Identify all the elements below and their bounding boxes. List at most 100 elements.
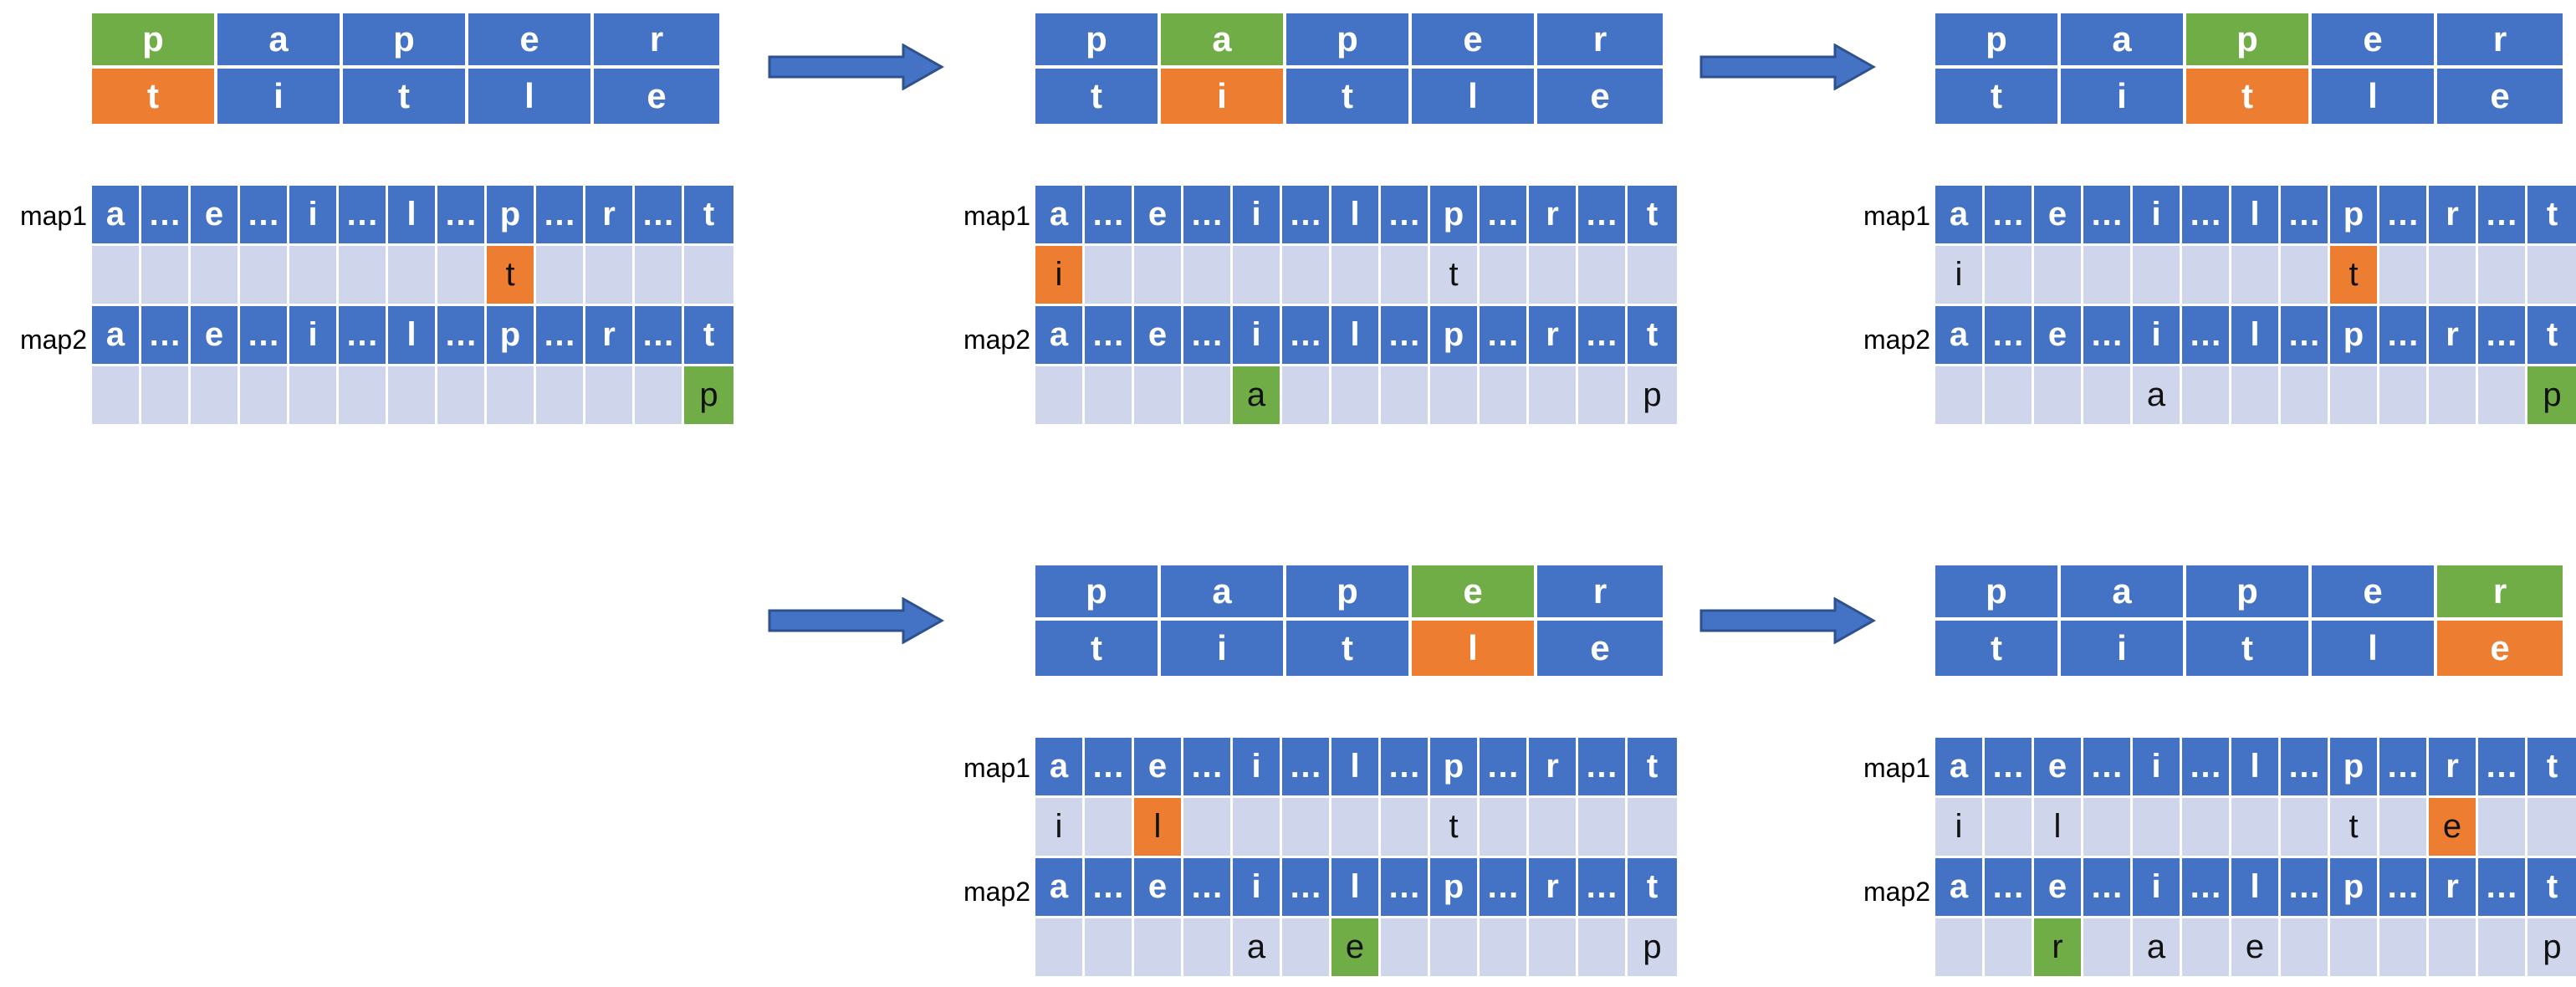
map1-keys: a … e … i … l … p … r … t	[1035, 186, 1677, 246]
map2-value	[1578, 918, 1628, 979]
word-pair: p a p e r t i t l e	[92, 13, 719, 124]
map2-value	[2478, 366, 2527, 427]
map2-key: …	[240, 306, 289, 366]
map1-key: …	[1381, 738, 1430, 798]
map1-value	[1134, 246, 1183, 306]
map1-value	[437, 246, 487, 306]
map1-key: …	[2281, 186, 2330, 246]
map2-key: l	[1331, 858, 1381, 918]
map1-values: i l t e	[1935, 798, 2576, 858]
word1-cell: e	[2312, 565, 2437, 621]
map1-value	[2281, 798, 2330, 858]
word2-cell: i	[217, 69, 343, 124]
map2-value: r	[2034, 918, 2083, 979]
word1-cell: p	[2186, 13, 2312, 69]
word2-row: t i t l e	[1035, 621, 1663, 676]
map1-key: r	[2429, 738, 2478, 798]
map1-key: a	[1035, 186, 1085, 246]
map1-value	[2478, 246, 2527, 306]
map1-value	[1628, 798, 1677, 858]
right-arrow-icon	[768, 597, 945, 644]
map1-key: i	[289, 186, 339, 246]
map1-key: …	[1183, 186, 1233, 246]
word1-cell: e	[1412, 565, 1537, 621]
map2-label: map2	[19, 325, 87, 355]
map1-value	[1085, 246, 1134, 306]
map2-value	[2231, 366, 2281, 427]
map1-value	[1578, 798, 1628, 858]
word2-cell: t	[1935, 69, 2061, 124]
map2-key: …	[339, 306, 388, 366]
map2-key: e	[1134, 858, 1183, 918]
map1-key: i	[1233, 186, 1282, 246]
word1-cell: a	[217, 13, 343, 69]
map2-value	[2429, 918, 2478, 979]
map1-value: t	[487, 246, 536, 306]
map2-key: i	[289, 306, 339, 366]
map2-value	[1331, 366, 1381, 427]
maps: map1 map2 a … e … i … l … p … r … t i t	[963, 186, 1677, 427]
map2-value	[141, 366, 191, 427]
map1-key: …	[141, 186, 191, 246]
map1-value	[191, 246, 240, 306]
word2-cell: i	[1161, 69, 1286, 124]
word2-cell: l	[1412, 621, 1537, 676]
map2-value	[1430, 366, 1480, 427]
map2-key: …	[2478, 306, 2527, 366]
maps: map1 map2 a … e … i … l … p … r … t i l …	[963, 738, 1677, 979]
map1-key: l	[1331, 738, 1381, 798]
map1-key: …	[2478, 186, 2527, 246]
map1-value: i	[1035, 798, 1085, 858]
map2-value	[2478, 918, 2527, 979]
map2-value: p	[2527, 918, 2576, 979]
map2-value	[635, 366, 684, 427]
map1-key: e	[1134, 738, 1183, 798]
map2-key: i	[2133, 306, 2182, 366]
map2-value	[1480, 366, 1529, 427]
map2-key: a	[92, 306, 141, 366]
map1-value	[1183, 798, 1233, 858]
word1-cell: r	[2437, 565, 2563, 621]
word1-cell: r	[594, 13, 719, 69]
map1-key: t	[2527, 738, 2576, 798]
word2-row: t i t l e	[92, 69, 719, 124]
map2-key: a	[1035, 858, 1085, 918]
map1-values: i t	[1035, 246, 1677, 306]
map2-value: a	[1233, 366, 1282, 427]
map1-value	[1282, 798, 1331, 858]
word1-cell: p	[92, 13, 217, 69]
map2-key: …	[2182, 306, 2231, 366]
map1-value	[1331, 798, 1381, 858]
map2-value	[1282, 366, 1331, 427]
word-pair: p a p e r t i t l e	[1035, 13, 1663, 124]
map1-key: …	[1085, 186, 1134, 246]
map2-key: …	[1381, 858, 1430, 918]
map2-value	[1578, 366, 1628, 427]
map1-label: map1	[963, 201, 1030, 231]
word1-row: p a p e r	[1035, 565, 1663, 621]
word2-cell: l	[2312, 621, 2437, 676]
map1-key: t	[1628, 186, 1677, 246]
map2-key: …	[1381, 306, 1430, 366]
map1-key: i	[2133, 186, 2182, 246]
map1-key: p	[487, 186, 536, 246]
word1-cell: p	[2186, 565, 2312, 621]
map2-value	[1529, 366, 1578, 427]
map2-values: p	[92, 366, 733, 427]
map2-key: i	[1233, 858, 1282, 918]
map2-value	[2379, 366, 2429, 427]
word1-cell: p	[1286, 565, 1412, 621]
map1-key: …	[536, 186, 585, 246]
map2-key: …	[1183, 858, 1233, 918]
map1-key: …	[1085, 738, 1134, 798]
word1-cell: e	[1412, 13, 1537, 69]
map1-value	[2527, 246, 2576, 306]
map2-value	[339, 366, 388, 427]
map1-key: …	[2083, 738, 2133, 798]
map2-key: …	[2281, 858, 2330, 918]
map1-key: …	[2281, 738, 2330, 798]
map1-key: …	[1578, 186, 1628, 246]
map1-value	[1529, 246, 1578, 306]
map1-key: e	[191, 186, 240, 246]
map2-value	[437, 366, 487, 427]
